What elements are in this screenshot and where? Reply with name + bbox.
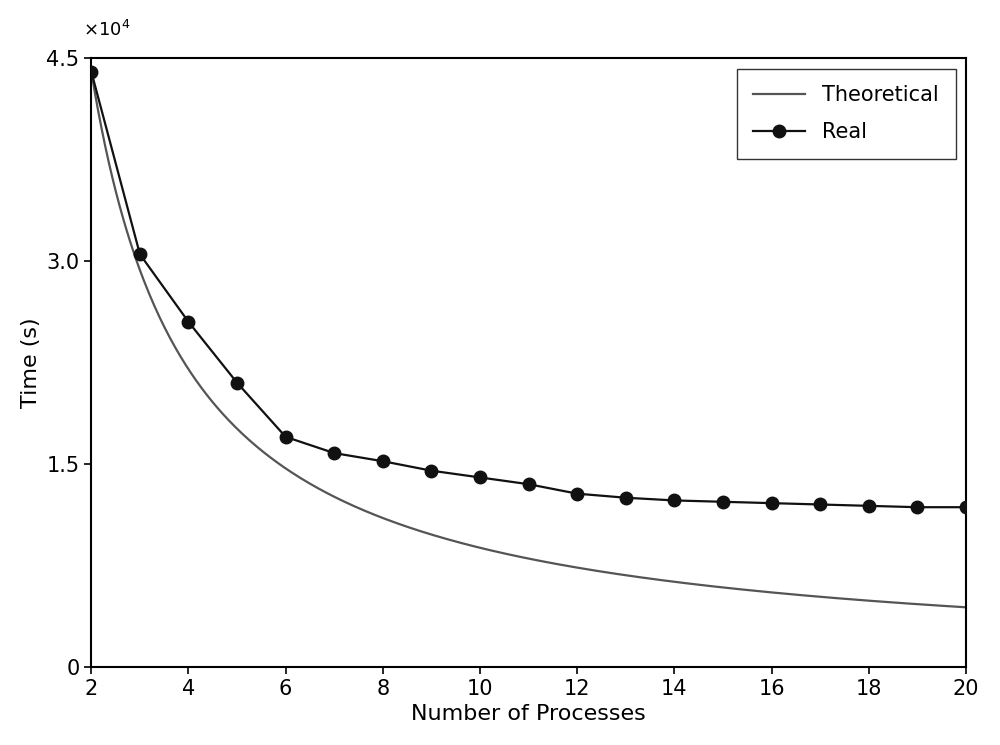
Real	[571, 489, 583, 498]
Real	[134, 250, 146, 259]
Line: Theoretical: Theoretical	[91, 72, 966, 607]
Real	[523, 480, 535, 489]
Real	[911, 503, 923, 512]
Theoretical	[939, 601, 951, 610]
Real	[766, 498, 778, 507]
Theoretical	[606, 568, 618, 577]
Real	[668, 496, 680, 505]
Real	[231, 378, 243, 387]
Real	[474, 473, 486, 482]
Real	[280, 432, 292, 441]
Real	[425, 466, 437, 475]
Real	[814, 500, 826, 509]
Real	[960, 503, 972, 512]
Line: Real: Real	[85, 66, 972, 513]
Legend: Theoretical, Real: Theoretical, Real	[737, 69, 956, 159]
Real	[328, 448, 340, 457]
Theoretical	[802, 592, 814, 600]
Text: $\times10^4$: $\times10^4$	[83, 20, 130, 40]
Real	[717, 498, 729, 507]
Real	[863, 501, 875, 510]
Theoretical	[559, 561, 571, 570]
Theoretical	[85, 67, 97, 76]
Real	[85, 67, 97, 76]
Real	[620, 493, 632, 502]
Real	[377, 457, 389, 466]
X-axis label: Number of Processes: Number of Processes	[411, 704, 646, 724]
Theoretical	[506, 551, 518, 559]
Y-axis label: Time (s): Time (s)	[21, 317, 41, 408]
Theoretical	[501, 550, 513, 559]
Theoretical	[960, 603, 972, 612]
Real	[182, 317, 194, 326]
